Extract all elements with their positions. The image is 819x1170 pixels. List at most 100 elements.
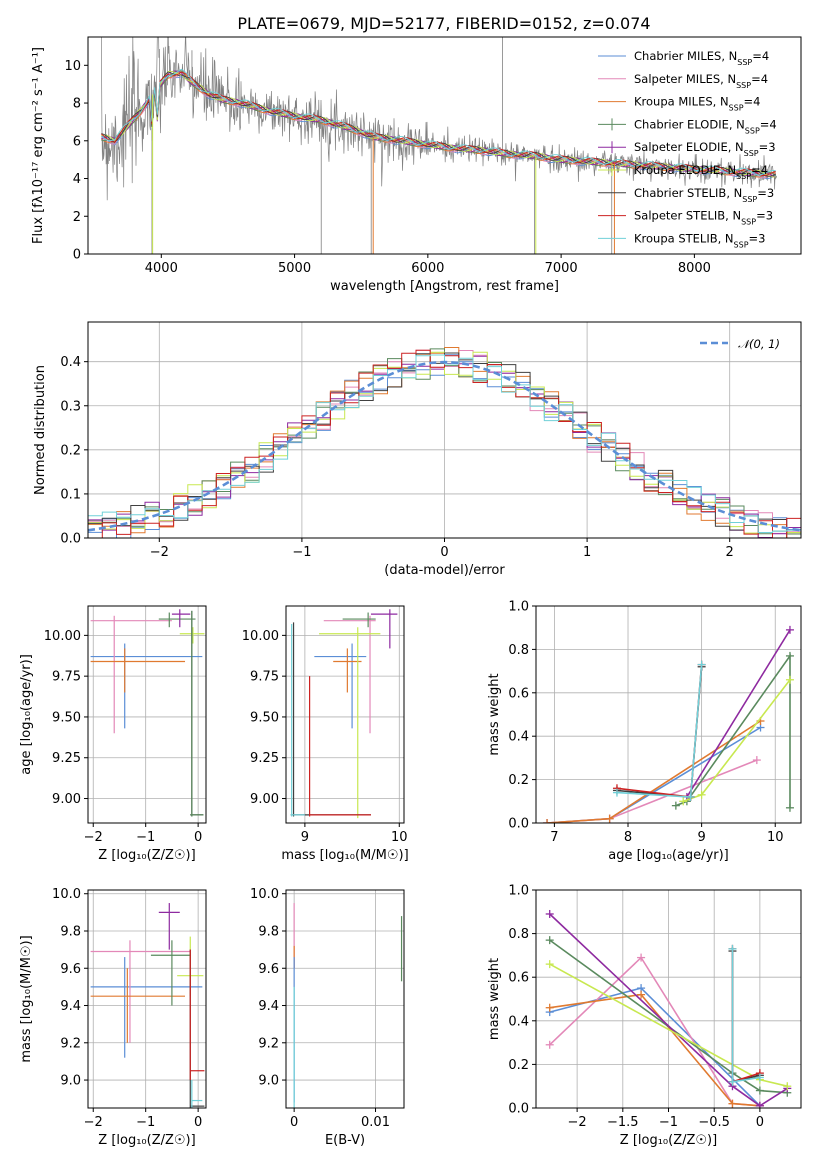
y-tick-label: 2: [73, 210, 81, 225]
x-axis-label: mass [log₁₀(M/M☉)]: [281, 848, 408, 863]
plot-area-z-age: [90, 609, 205, 817]
x-tick-label: 10: [767, 830, 784, 845]
y-tick-label: 0.6: [508, 686, 529, 701]
weight-line-salpeter-elodie: [549, 913, 788, 1107]
y-tick-label: 9.4: [60, 999, 81, 1014]
y-axis-label: mass weight: [487, 673, 502, 755]
y-tick-label: 0.6: [508, 971, 529, 986]
x-tick-label: −1: [659, 1115, 678, 1130]
y-tick-label: 9.2: [60, 1036, 81, 1051]
legend-nssp: =3: [749, 231, 766, 245]
residual-hist-kroupa-stelib: [88, 354, 801, 533]
y-axis-label: Flux [fλ10⁻¹⁷ erg cm⁻² s⁻¹ A⁻¹]: [31, 47, 46, 244]
legend-nssp: =3: [759, 140, 776, 154]
x-axis-label: Z [log₁₀(Z/Z☉)]: [98, 1133, 195, 1148]
weight-line-chabrier-elodie: [675, 653, 791, 808]
x-tick-label: −1: [292, 545, 311, 560]
y-tick-label: 4: [73, 172, 81, 187]
legend-nssp: =4: [752, 49, 769, 63]
x-tick-label: 5000: [278, 261, 311, 276]
x-tick-label: −1.5: [607, 1115, 639, 1130]
x-tick-label: −1: [136, 1115, 155, 1130]
legend-label: Salpeter ELODIE, NSSP=3: [634, 140, 776, 158]
plot-area-ebv-mass: [293, 903, 403, 1108]
y-tick-label: 0.2: [60, 443, 81, 458]
x-axis-label: wavelength [Angstrom, rest frame]: [330, 279, 559, 294]
x-tick-label: 8: [624, 830, 632, 845]
x-tick-label: 1: [583, 545, 591, 560]
y-tick-label: 10.0: [52, 887, 81, 902]
legend-label: Chabrier ELODIE, NSSP=4: [634, 117, 777, 135]
y-tick-label: 1.0: [508, 600, 529, 615]
y-tick-label: 0.8: [508, 927, 529, 942]
legend-nssp: =4: [751, 72, 768, 86]
legend-label: Chabrier MILES, NSSP=4: [634, 49, 769, 67]
y-tick-label: 0.1: [60, 487, 81, 502]
plot-area-age-weight: [543, 625, 794, 823]
figure-title: PLATE=0679, MJD=52177, FIBERID=0152, z=0…: [237, 14, 650, 33]
x-tick-label: 0: [194, 1115, 202, 1130]
y-tick-label: 9.50: [250, 710, 279, 725]
y-tick-label: 0.2: [508, 1058, 529, 1073]
axes-frame: [285, 605, 405, 824]
x-tick-label: 10: [391, 830, 408, 845]
y-tick-label: 9.50: [52, 710, 81, 725]
legend-subscript: SSP: [744, 149, 759, 158]
normal-curve: [88, 360, 801, 532]
axes-age-weight: 7 8 9 10 0.0 0.2 0.4 0.6 0.8 1.0 age [log₁₀(age/yr…: [487, 600, 802, 863]
legend-label: Kroupa ELODIE, NSSP=4: [634, 163, 768, 181]
axes-frame: [535, 605, 802, 824]
y-tick-label: 10.00: [242, 629, 279, 644]
legend-label: Salpeter MILES, NSSP=4: [634, 72, 768, 90]
weight-line-kroupa-stelib: [731, 948, 761, 1083]
y-tick-label: 8: [73, 97, 81, 112]
y-tick-label: 0.4: [60, 355, 81, 370]
y-tick-label: 9.8: [258, 924, 279, 939]
y-tick-label: 9.2: [258, 1036, 279, 1051]
legend-label: 𝒩(0, 1): [738, 337, 780, 351]
x-tick-label: −2: [568, 1115, 587, 1130]
x-tick-label: 7000: [545, 261, 578, 276]
x-tick-label: −1: [136, 830, 155, 845]
weight-line-kroupa-stelib: [616, 664, 703, 798]
x-tick-label: 4000: [145, 261, 178, 276]
x-tick-label: −2: [84, 1115, 103, 1130]
axes-ebv-mass: 0 0.01 9.0 9.2 9.4 9.6 9.8 10.0 E(B-V): [250, 887, 405, 1148]
weight-line-chabrier-stelib: [731, 951, 761, 1083]
legend-nssp: =3: [756, 209, 773, 223]
legend-subscript: SSP: [736, 172, 751, 181]
legend-nssp: =3: [757, 186, 774, 200]
legend-label: Chabrier STELIB, NSSP=3: [634, 186, 774, 204]
x-tick-label: 0: [440, 545, 448, 560]
y-tick-label: 10.0: [250, 887, 279, 902]
axes-mass-age: 9 10 9.00 9.25 9.50 9.75 10.00 mass [log₁₀(M/M☉…: [242, 605, 409, 863]
y-axis-label: age [log₁₀(age/yr)]: [19, 654, 34, 775]
x-tick-label: 7: [550, 830, 558, 845]
weight-line-salpeter-miles: [549, 956, 760, 1107]
x-tick-label: −0.5: [698, 1115, 730, 1130]
x-tick-label: 8000: [678, 261, 711, 276]
legend-subscript: SSP: [734, 240, 749, 249]
axes-z-mass: −2 −1 0 9.0 9.2 9.4 9.6 9.8 10.0 Z [log₁₀(Z/Z☉)] m…: [19, 887, 207, 1148]
axes-frame: [285, 889, 405, 1109]
x-tick-label: 0.01: [361, 1115, 390, 1130]
y-axis-label: mass [log₁₀(M/M☉)]: [19, 935, 34, 1062]
x-axis-label: age [log₁₀(age/yr)]: [608, 848, 729, 863]
legend-label: Kroupa MILES, NSSP=4: [634, 95, 760, 113]
model-line-chabrier-miles: [101, 74, 776, 180]
x-tick-label: 0: [756, 1115, 764, 1130]
y-tick-label: 9.0: [60, 1074, 81, 1089]
x-tick-label: −2: [150, 545, 169, 560]
y-tick-label: 6: [73, 134, 81, 149]
y-tick-label: 0.8: [508, 643, 529, 658]
legend-subscript: SSP: [737, 58, 752, 67]
legend-label: Kroupa STELIB, NSSP=3: [634, 231, 765, 249]
weight-line-salpeter-stelib: [616, 664, 703, 798]
y-tick-label: 10.00: [44, 629, 81, 644]
y-tick-label: 10: [64, 59, 81, 74]
spectrum-legend: Chabrier MILES, NSSP=4 Salpeter MILES, NS…: [598, 49, 777, 249]
weight-line-chabrier-elodie: [549, 939, 788, 1094]
y-tick-label: 9.00: [250, 792, 279, 807]
axes-residuals: −2 −1 0 1 2 0.0 0.1 0.2 0.3 0.4 (data-model)/error…: [33, 321, 802, 578]
y-tick-label: 0: [73, 248, 81, 263]
